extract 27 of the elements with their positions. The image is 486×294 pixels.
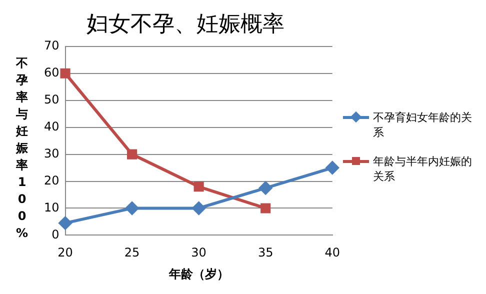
- point: [58, 216, 72, 230]
- x-tick-label: 35: [258, 246, 274, 260]
- legend-label: 不孕育妇女年龄的关系: [373, 110, 473, 140]
- chart-title: 妇女不孕、妊娠概率: [86, 12, 284, 37]
- point: [126, 202, 139, 215]
- x-tick-label: 40: [324, 246, 340, 260]
- point: [192, 202, 206, 215]
- y-tick-label: 40: [44, 119, 60, 134]
- point: [194, 182, 204, 192]
- text: 不孕率与妊娠率100%: [16, 56, 28, 240]
- x-axis-title: 年龄（岁）: [168, 266, 229, 281]
- x-tick-label: 25: [124, 246, 140, 260]
- point: [326, 161, 339, 174]
- point: [260, 203, 271, 214]
- y-tick-label: 10: [44, 200, 60, 214]
- y-tick-label: 30: [44, 146, 60, 160]
- point: [259, 182, 272, 194]
- y-tick-label: 0: [52, 227, 60, 242]
- y-tick-label: 70: [44, 38, 60, 53]
- point: [127, 149, 138, 160]
- y-tick-label: 60: [44, 65, 60, 80]
- y-tick-label: 50: [44, 92, 60, 106]
- x-tick-label: 20: [58, 246, 73, 260]
- point: [60, 68, 70, 78]
- y-tick-label: 20: [44, 173, 60, 188]
- x-tick-label: 30: [191, 246, 206, 260]
- legend-label: 年龄与半年内妊娠的关系: [373, 154, 473, 184]
